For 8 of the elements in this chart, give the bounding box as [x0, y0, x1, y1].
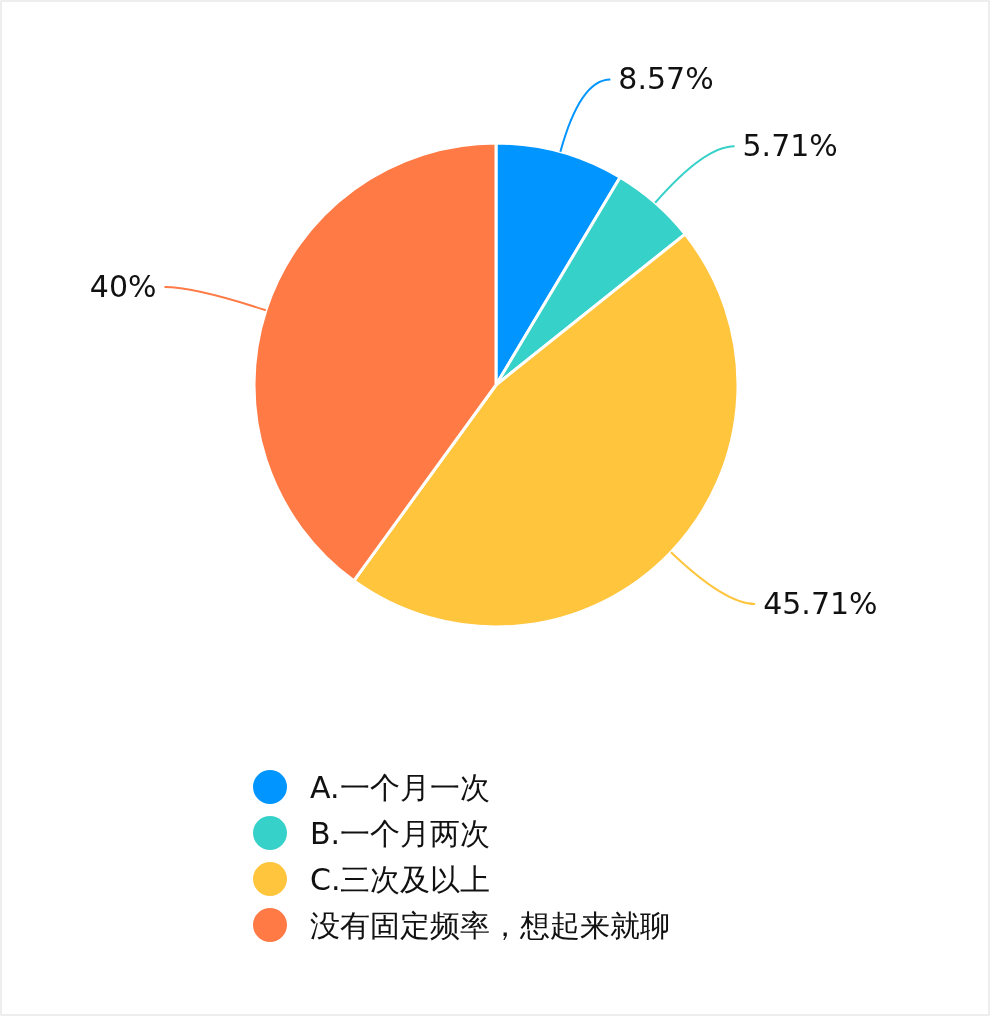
legend-label: 没有固定频率，想起来就聊: [310, 908, 670, 943]
data-label: 5.71%: [742, 128, 838, 164]
legend-label: A.一个月一次: [310, 770, 490, 805]
data-label: 45.71%: [763, 586, 878, 622]
data-label: 8.57%: [618, 61, 714, 97]
legend-label: C.三次及以上: [310, 862, 491, 897]
legend-label: B.一个月两次: [310, 816, 491, 851]
data-label: 40%: [89, 269, 157, 305]
